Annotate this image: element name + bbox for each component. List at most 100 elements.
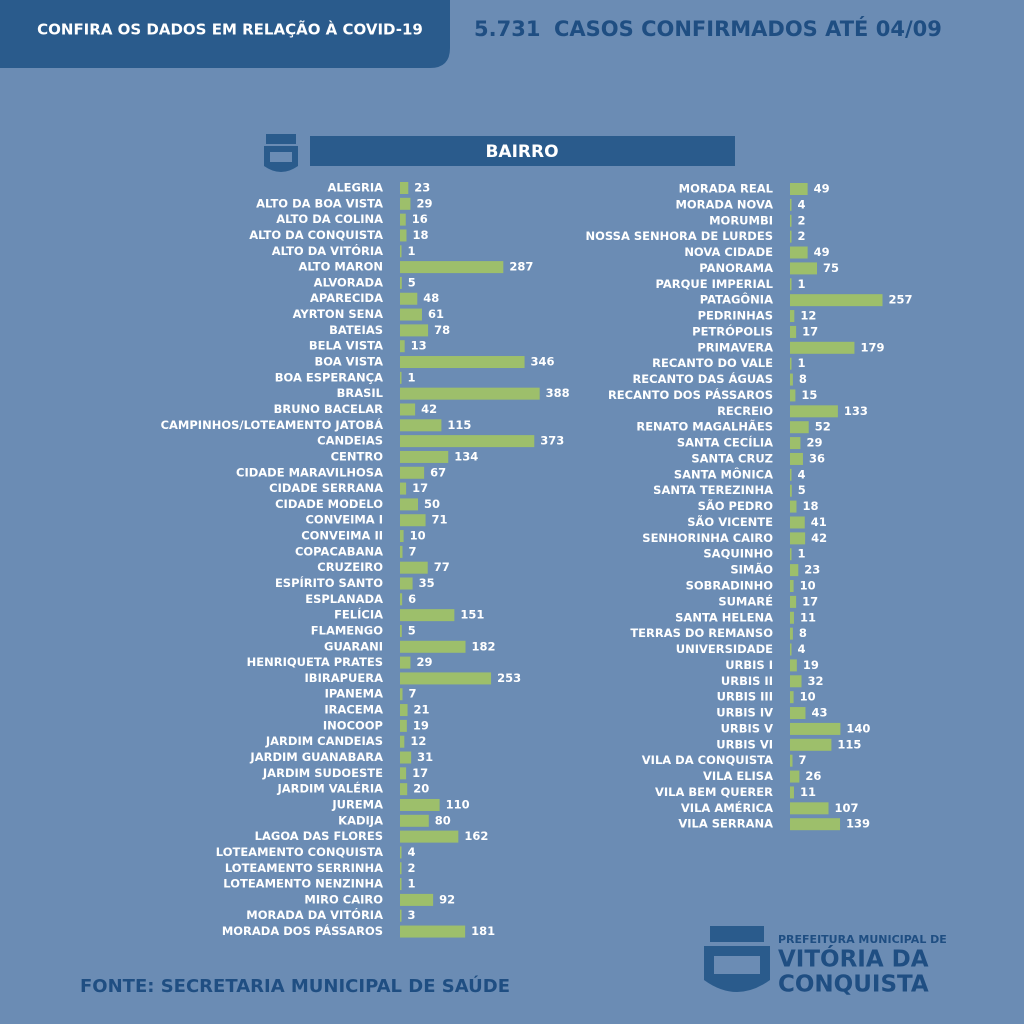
- value-label: 43: [811, 706, 827, 720]
- value-label: 17: [412, 766, 428, 780]
- bar: [790, 341, 855, 354]
- value-label: 26: [805, 769, 821, 783]
- bar: [790, 707, 806, 720]
- value-label: 29: [416, 196, 432, 210]
- value-label: 5: [798, 483, 806, 497]
- category-label: CENTRO: [331, 449, 384, 463]
- value-label: 13: [411, 339, 427, 353]
- category-label: MORUMBI: [709, 213, 773, 227]
- category-label: VILA SERRANA: [678, 817, 773, 831]
- value-label: 17: [802, 324, 818, 338]
- value-label: 6: [408, 592, 416, 606]
- category-label: HENRIQUETA PRATES: [247, 655, 383, 669]
- bar: [400, 893, 434, 906]
- section-title: BAIRRO: [485, 142, 558, 162]
- value-label: 7: [799, 753, 807, 767]
- value-label: 21: [414, 703, 430, 717]
- category-label: SÃO PEDRO: [698, 498, 774, 513]
- bar: [400, 356, 525, 369]
- category-label: LOTEAMENTO CONQUISTA: [216, 845, 383, 859]
- bar: [790, 484, 792, 497]
- crest-small: [264, 134, 298, 172]
- bar: [400, 783, 408, 796]
- value-label: 182: [472, 639, 496, 653]
- bar: [790, 675, 802, 688]
- value-label: 139: [846, 817, 870, 831]
- category-label: RECANTO DO VALE: [652, 356, 773, 370]
- bar: [790, 738, 832, 751]
- value-label: 18: [412, 228, 428, 242]
- value-label: 179: [860, 340, 884, 354]
- category-label: CRUZEIRO: [317, 560, 383, 574]
- category-label: VILA AMÉRICA: [681, 800, 773, 815]
- category-label: JARDIM SUDOESTE: [262, 766, 383, 780]
- value-label: 107: [835, 801, 859, 815]
- value-label: 373: [540, 434, 564, 448]
- category-label: BRASIL: [337, 386, 384, 400]
- bar: [400, 419, 442, 432]
- bar: [790, 262, 817, 275]
- category-label: BOA ESPERANÇA: [275, 370, 383, 384]
- bar: [400, 371, 402, 384]
- bar: [790, 405, 838, 418]
- value-label: 1: [408, 244, 416, 258]
- bar: [790, 325, 797, 338]
- bar: [400, 276, 402, 289]
- value-label: 77: [434, 560, 450, 574]
- logo-line3: CONQUISTA: [778, 972, 929, 998]
- bar: [400, 798, 440, 811]
- bar: [790, 564, 799, 577]
- category-label: MORADA REAL: [679, 182, 774, 196]
- category-label: URBIS III: [717, 690, 773, 704]
- bar: [400, 862, 402, 875]
- category-label: KADIJA: [338, 813, 383, 827]
- bar: [400, 624, 402, 637]
- value-label: 2: [798, 229, 806, 243]
- category-label: MIRO CAIRO: [304, 892, 383, 906]
- category-label: CIDADE SERRANA: [269, 481, 383, 495]
- category-label: ALTO DA VITÓRIA: [272, 243, 383, 258]
- bar: [790, 548, 792, 561]
- bar: [400, 909, 402, 922]
- category-label: ALTO MARON: [298, 260, 383, 274]
- category-label: CONVEIMA II: [301, 529, 383, 543]
- value-label: 2: [408, 861, 416, 875]
- category-label: CAMPINHOS/LOTEAMENTO JATOBÁ: [161, 417, 384, 432]
- value-label: 35: [419, 576, 435, 590]
- category-label: ALTO DA COLINA: [276, 212, 383, 226]
- value-label: 1: [798, 277, 806, 291]
- value-label: 7: [409, 687, 417, 701]
- bar: [790, 818, 841, 831]
- category-label: BOA VISTA: [315, 355, 384, 369]
- bar: [790, 468, 792, 481]
- bar: [790, 421, 809, 434]
- category-label: ALVORADA: [314, 275, 383, 289]
- category-label: UNIVERSIDADE: [676, 642, 773, 656]
- value-label: 4: [798, 642, 806, 656]
- bar: [400, 609, 455, 622]
- value-label: 16: [412, 212, 428, 226]
- bar: [790, 691, 794, 704]
- bar: [400, 466, 425, 479]
- value-label: 10: [800, 690, 816, 704]
- value-label: 257: [889, 293, 913, 307]
- bar: [400, 925, 466, 938]
- header-tab: [0, 0, 450, 68]
- category-label: MORADA NOVA: [675, 197, 773, 211]
- category-label: ALTO DA BOA VISTA: [256, 196, 383, 210]
- category-label: JARDIM GUANABARA: [249, 750, 383, 764]
- category-label: URBIS IV: [716, 706, 773, 720]
- category-label: CIDADE MARAVILHOSA: [236, 465, 383, 479]
- value-label: 71: [432, 513, 448, 527]
- bar: [790, 437, 801, 450]
- value-label: 52: [815, 420, 831, 434]
- category-label: TERRAS DO REMANSO: [630, 626, 773, 640]
- category-label: ESPÍRITO SANTO: [275, 575, 383, 590]
- value-label: 4: [408, 845, 416, 859]
- value-label: 78: [434, 323, 450, 337]
- bar: [790, 595, 797, 608]
- category-label: VILA ELISA: [703, 769, 773, 783]
- logo-line2: VITÓRIA DA: [778, 945, 929, 973]
- category-label: NOVA CIDADE: [684, 245, 773, 259]
